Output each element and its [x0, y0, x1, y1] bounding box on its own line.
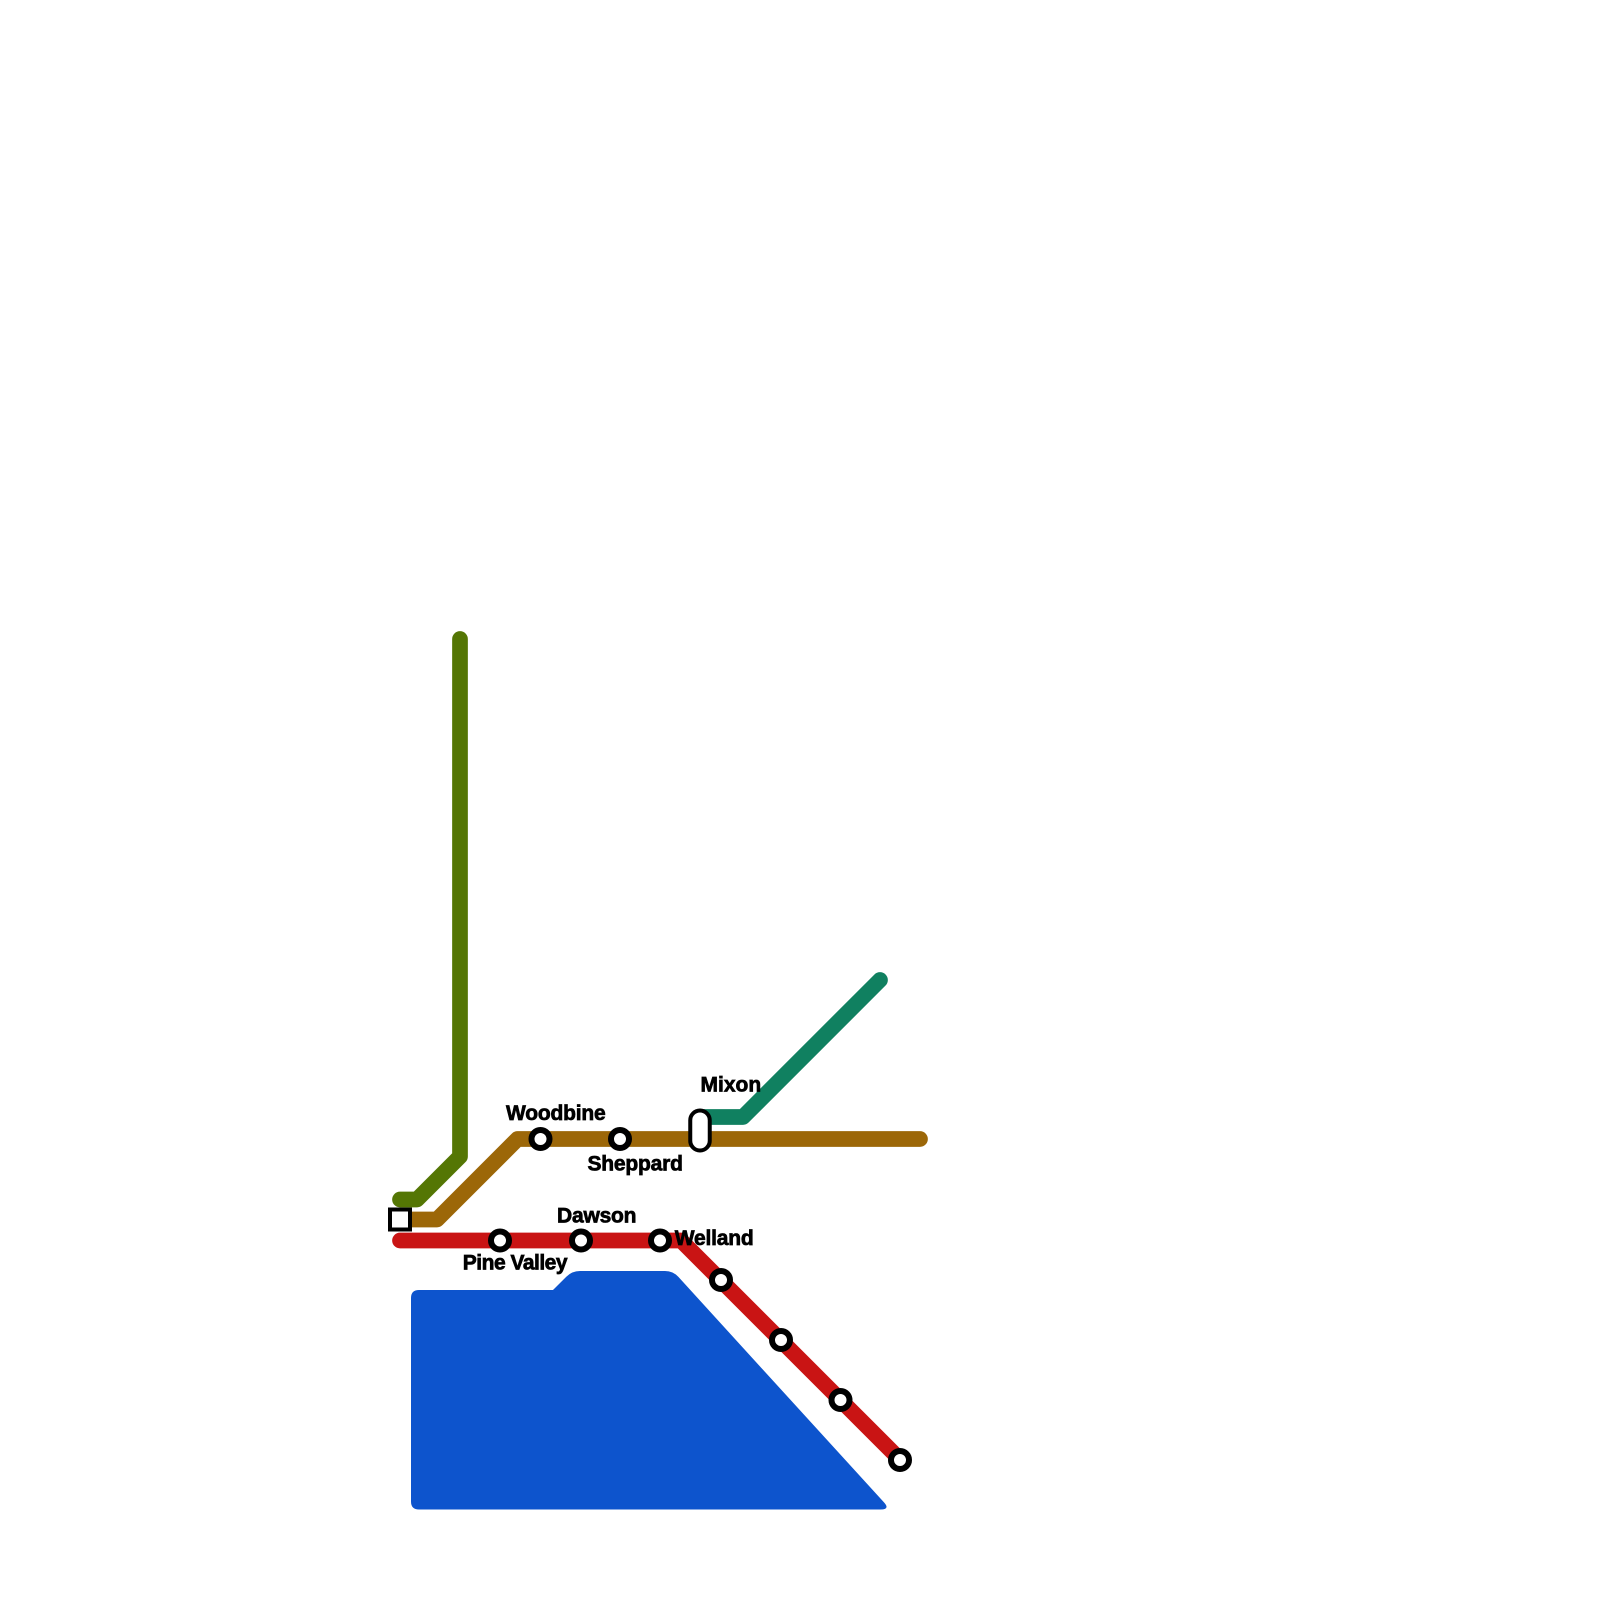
svg-text:Pine Valley: Pine Valley [463, 1252, 568, 1275]
svg-text:Welland: Welland [675, 1227, 754, 1250]
svg-text:Mixon: Mixon [701, 1074, 762, 1097]
svg-text:Dawson: Dawson [557, 1205, 636, 1228]
svg-text:Woodbine: Woodbine [506, 1102, 606, 1125]
svg-text:Sheppard: Sheppard [588, 1153, 683, 1176]
